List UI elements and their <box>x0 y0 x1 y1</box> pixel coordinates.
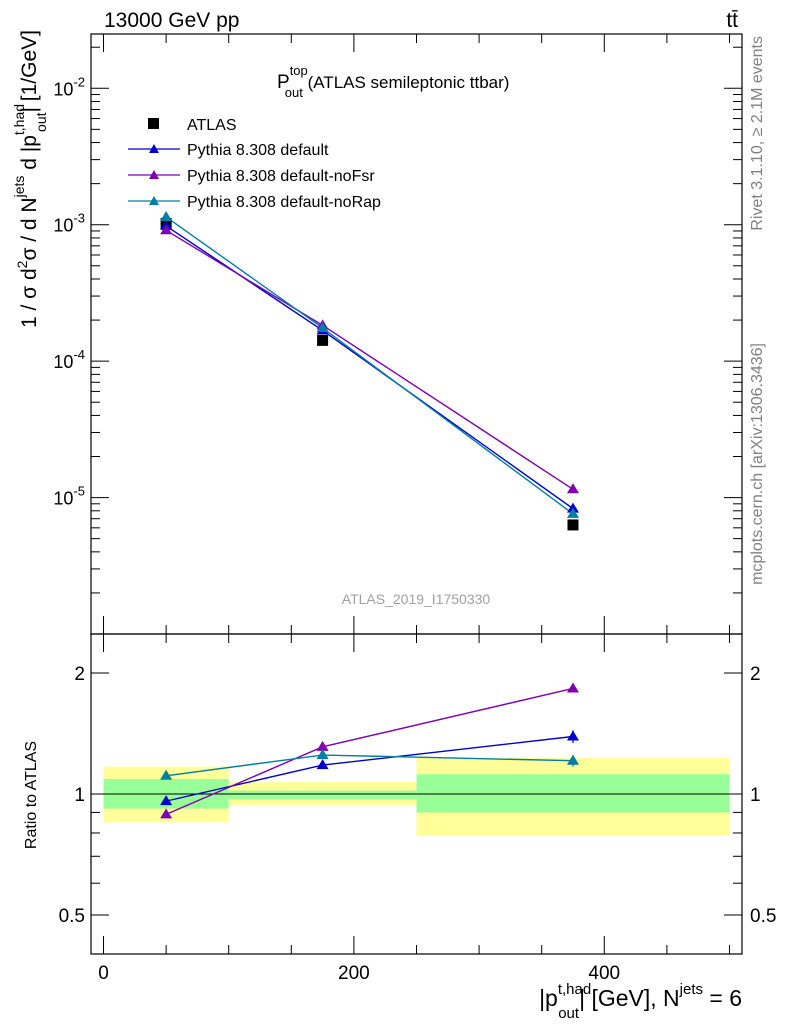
mcplots-label: mcplots.cern.ch [arXiv:1306.3436] <box>749 343 766 585</box>
legend-marker-atlas <box>148 118 159 129</box>
mc-data-point <box>566 483 579 494</box>
legend-label-norap: Pythia 8.308 default-noRap <box>187 194 381 211</box>
legend-marker-nofsr <box>149 170 159 179</box>
mc-data-point <box>160 224 173 235</box>
analysis-id-label: ATLAS_2019_I1750330 <box>342 591 491 607</box>
process-label: tt̄ <box>726 9 738 32</box>
atlas-data-point <box>567 519 579 531</box>
mc-data-point <box>160 210 173 221</box>
ratio-data-point <box>160 808 173 819</box>
ratio-data-point <box>566 754 579 765</box>
mc-data-point <box>316 321 329 332</box>
ratio-y-tick-label-left: 2 <box>74 664 85 685</box>
ratio-axis-ticks <box>91 634 742 955</box>
main-y-tick-labels: 10-5 10-4 10-3 10-2 <box>53 74 85 508</box>
plot-title-rest: (ATLAS semileptonic ttbar) <box>303 73 510 92</box>
ratio-y-tick-label-right: 1 <box>750 785 761 806</box>
ratio-data-point <box>316 749 329 760</box>
ratio-data-point <box>160 769 173 780</box>
ratio-y-tick-labels: 0.5 0.5 1 1 2 2 <box>59 664 777 927</box>
y-tick-label: 10-2 <box>53 74 85 99</box>
x-axis-label: |pt,had out| [GeV], Njets = 6 <box>539 981 742 1022</box>
series-line <box>165 229 574 490</box>
x-tick-label: 400 <box>588 963 620 984</box>
x-tick-label: 0 <box>98 963 109 984</box>
ratio-band-inner <box>416 774 730 813</box>
ratio-band-inner <box>228 790 417 800</box>
ratio-data-point <box>160 795 173 806</box>
ratio-data-point <box>566 682 579 693</box>
mc-data-point <box>566 507 579 518</box>
legend-label-nofsr: Pythia 8.308 default-noFsr <box>187 168 375 185</box>
ratio-y-tick-label-right: 0.5 <box>750 906 776 927</box>
ratio-data-point <box>316 740 329 751</box>
ratio-data-layer <box>160 682 579 819</box>
legend-label-default: Pythia 8.308 default <box>187 142 329 159</box>
energy-label: 13000 GeV pp <box>104 9 239 32</box>
ratio-y-tick-label-left: 1 <box>74 785 85 806</box>
y-tick-label: 10-5 <box>53 484 85 509</box>
legend-label-atlas: ATLAS <box>187 117 237 134</box>
main-axis-ticks <box>91 34 742 635</box>
ratio-data-point <box>566 730 579 741</box>
main-plot-panel: 10-5 10-4 10-3 10-2 Ptop out (ATLAS semilept… <box>53 33 743 635</box>
mc-data-point <box>566 502 579 513</box>
ratio-y-axis-label: Ratio to ATLAS <box>23 741 40 849</box>
atlas-data-point <box>317 334 329 346</box>
y-tick-label: 10-3 <box>53 211 85 236</box>
ratio-uncertainty-bands <box>91 757 742 836</box>
x-tick-labels: 0 200 400 <box>98 963 620 984</box>
series-line <box>165 216 574 515</box>
legend-marker-default <box>149 144 159 153</box>
ratio-y-tick-label-left: 0.5 <box>59 906 85 927</box>
main-y-axis-label: 1 / σ d2σ / d Njets d |pt,had out| [1/GeV… <box>11 30 49 328</box>
ratio-plot-panel: 0.5 0.5 1 1 2 2 0 200 400 <box>59 633 777 984</box>
main-data-layer <box>160 210 579 531</box>
legend-marker-norap <box>149 196 159 205</box>
ratio-data-point <box>316 759 329 770</box>
y-tick-label: 10-4 <box>53 347 85 372</box>
plot-title-sup: top <box>290 63 308 78</box>
series-line <box>165 225 574 510</box>
plot-title-main: P <box>277 72 290 93</box>
ratio-y-tick-label-right: 2 <box>750 664 761 685</box>
x-tick-label: 200 <box>338 963 370 984</box>
plot-title-sub: out <box>285 85 303 100</box>
rivet-version-label: Rivet 3.1.10, ≥ 2.1M events <box>749 36 766 231</box>
plot-title: Ptop out (ATLAS semileptonic ttbar) <box>277 63 509 100</box>
legend: ATLAS Pythia 8.308 default Pythia 8.308 … <box>128 117 381 211</box>
